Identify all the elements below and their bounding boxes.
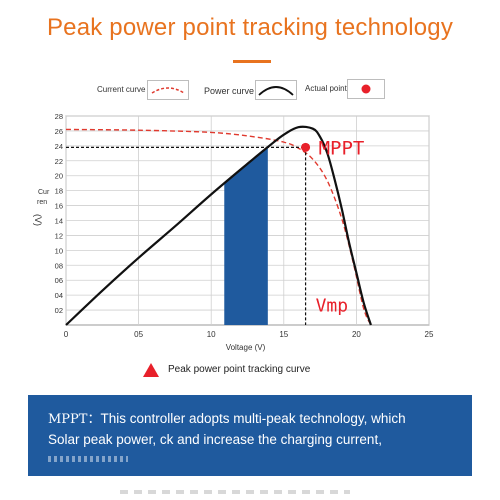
- y-tick-label: 04: [55, 291, 63, 300]
- dashed-curve-icon: [151, 87, 185, 94]
- x-tick-label: 0: [64, 330, 69, 339]
- x-tick-label: 10: [207, 330, 216, 339]
- red-dot-icon: [361, 84, 371, 94]
- y-tick-label: 26: [55, 127, 63, 136]
- legend-point-label: Actual point: [305, 84, 347, 93]
- power-curve-line: [65, 125, 372, 326]
- banner-line-1: MPPT：This controller adopts multi-peak t…: [48, 408, 406, 427]
- y-tick-label: 12: [55, 231, 63, 240]
- y-tick-label: 08: [55, 261, 63, 270]
- mppt-point: [301, 142, 311, 152]
- info-banner: MPPT：This controller adopts multi-peak t…: [28, 395, 472, 476]
- y-tick-label: 16: [55, 202, 63, 211]
- chart-caption: Peak power point tracking curve: [168, 364, 311, 375]
- x-tick-label: 20: [352, 330, 361, 339]
- banner-mppt-label: MPPT：: [48, 412, 101, 427]
- banner-line-1-text: This controller adopts multi-peak techno…: [100, 411, 406, 426]
- legend-power-label: Power curve: [204, 86, 255, 96]
- y-tick-label: 06: [55, 276, 63, 285]
- footer-faded-text: [120, 490, 350, 494]
- x-axis-label: Voltage (V): [226, 343, 266, 352]
- mppt-label: MPPT: [319, 137, 365, 159]
- x-tick-label: 05: [134, 330, 143, 339]
- y-tick-label: 10: [55, 246, 63, 255]
- y-tick-label: 14: [55, 217, 63, 226]
- page-title: Peak power point tracking technology: [46, 14, 454, 41]
- x-tick-label: 15: [279, 330, 288, 339]
- y-axis-label: ren: [37, 199, 47, 206]
- y-axis-label: Cur: [38, 189, 50, 196]
- banner-line-2: Solar peak power, ck and increase the ch…: [48, 432, 382, 447]
- y-tick-label: 02: [55, 306, 63, 315]
- vmp-label: Vmp: [316, 296, 349, 317]
- y-axis-label: (V): [33, 214, 43, 226]
- y-tick-label: 22: [55, 157, 63, 166]
- legend-power-swatch: [255, 80, 297, 100]
- red-triangle-icon: [143, 363, 159, 377]
- y-tick-label: 20: [55, 172, 63, 181]
- legend-current-label: Current curve: [97, 85, 146, 94]
- x-tick-label: 25: [425, 330, 434, 339]
- shaded-power-region: [224, 147, 268, 325]
- banner-faded-text: [48, 456, 128, 462]
- y-tick-label: 28: [55, 112, 63, 121]
- solid-curve-icon: [258, 86, 294, 96]
- legend-current-swatch: [147, 80, 189, 100]
- y-tick-label: 18: [55, 187, 63, 196]
- legend-point-swatch: [347, 79, 385, 99]
- title-underline: [233, 60, 271, 63]
- y-tick-label: 24: [55, 142, 63, 151]
